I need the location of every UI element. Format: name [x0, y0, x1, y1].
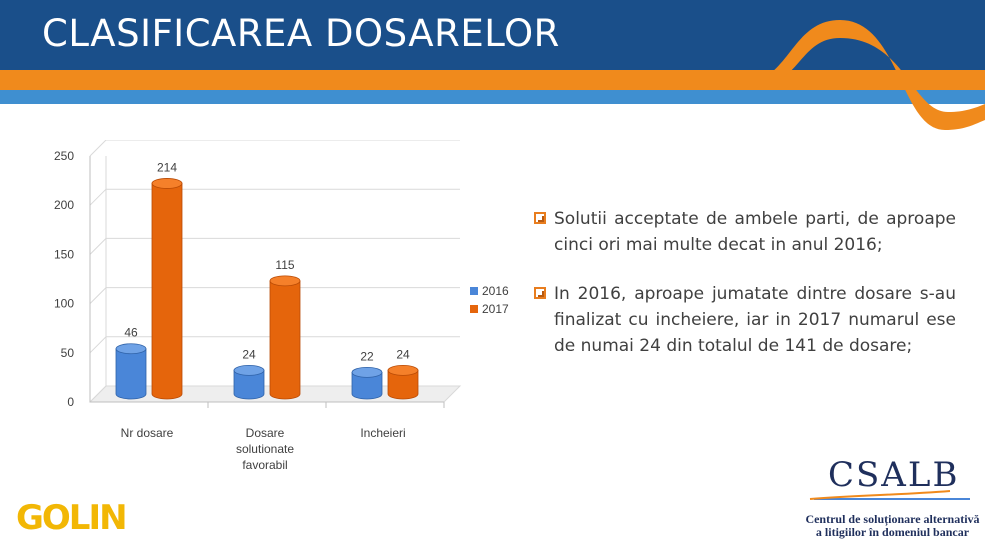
x-tick-label: Dosare: [246, 426, 285, 440]
y-tick-label: 100: [54, 297, 74, 311]
gridline: [89, 287, 460, 304]
data-label: 115: [275, 258, 294, 272]
gridline: [89, 336, 460, 354]
x-tick-label: Nr dosare: [121, 426, 174, 440]
bar-2017-body: [387, 369, 419, 400]
y-tick-label: 250: [54, 149, 74, 163]
x-tick-label: favorabil: [242, 458, 287, 472]
bar-2016-body: [115, 348, 147, 400]
bullet-text: In 2016, aproape jumatate dintre dosare …: [554, 284, 956, 356]
csalb-swoosh-icon: [809, 490, 970, 500]
data-label: 214: [157, 160, 177, 174]
csalb-subtitle-line: Centrul de soluționare alternativă: [805, 512, 980, 526]
legend-label: 2017: [482, 302, 509, 316]
legend-swatch: [470, 305, 478, 313]
bar-2016-top: [351, 366, 383, 378]
csalb-wordmark: CSALB: [828, 455, 960, 495]
bar-chart: 0 50 100 150 200 250 46 214 Nr dosare 24 115 Dosare…: [0, 139, 520, 500]
bullet-item: Solutii acceptate de ambele parti, de ap…: [534, 206, 956, 258]
legend-label: 2016: [482, 284, 509, 298]
bullet-item: In 2016, aproape jumatate dintre dosare …: [534, 281, 956, 359]
bar-2016-body: [233, 369, 265, 400]
y-tick-label: 150: [54, 247, 74, 261]
bar-2017-top: [151, 178, 183, 189]
bar-2017-top: [269, 275, 301, 287]
checkbox-bullet-icon: [534, 287, 546, 299]
chart-canvas: 0 50 100 150 200 250 46 214 Nr dosare 24 115 Dosare…: [54, 139, 509, 472]
y-tick-label: 200: [54, 198, 74, 212]
checkbox-bullet-icon: [534, 212, 546, 224]
y-tick-label: 0: [67, 395, 74, 409]
page-title: CLASIFICAREA DOSARELOR: [42, 12, 560, 55]
slide-header: CLASIFICAREA DOSARELOR: [0, 0, 985, 140]
bar-2017-body: [269, 280, 301, 400]
data-label: 46: [124, 326, 138, 340]
data-label: 22: [360, 349, 374, 363]
golin-logo: GOLIN: [16, 498, 128, 538]
bar-2017-body: [151, 183, 183, 400]
data-label: 24: [242, 347, 256, 361]
bullet-list: Solutii acceptate de ambele parti, de ap…: [534, 206, 956, 359]
bar-2016-body: [351, 371, 383, 400]
data-label: 24: [396, 347, 410, 361]
csalb-subtitle: Centrul de soluționare alternativă a lit…: [800, 513, 985, 539]
x-tick-label: Incheieri: [360, 426, 405, 440]
header-background: [0, 0, 985, 130]
gridline: [89, 188, 460, 206]
bullet-text: Solutii acceptate de ambele parti, de ap…: [554, 209, 956, 255]
csalb-logo: CSALB Centrul de soluționare alternativă…: [800, 455, 985, 550]
csalb-subtitle-line: a litigiilor în domeniul bancar: [815, 525, 970, 539]
gridline: [89, 385, 460, 403]
gridline: [89, 237, 460, 255]
bar-2016-top: [115, 343, 147, 355]
y-tick-label: 50: [61, 346, 75, 360]
legend-swatch: [470, 287, 478, 295]
gridline: [89, 139, 460, 157]
x-tick-label: solutionate: [236, 442, 294, 456]
bar-2017-top: [387, 364, 419, 376]
bar-2016-top: [233, 364, 265, 376]
